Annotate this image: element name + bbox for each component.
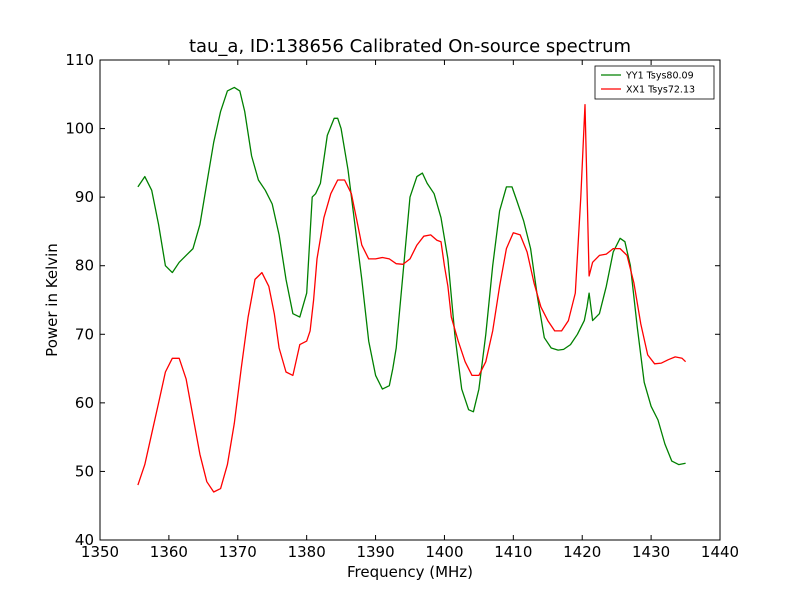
x-tick-label: 1360 <box>150 543 188 561</box>
series-line-yy1 <box>137 86 686 466</box>
x-tick-label: 1400 <box>425 543 463 561</box>
x-tick-label: 1380 <box>288 543 326 561</box>
y-axis-label: Power in Kelvin <box>43 243 61 357</box>
x-tick-label: 1420 <box>563 543 601 561</box>
x-tick-label: 1390 <box>356 543 394 561</box>
legend: YY1 Tsys80.09 XX1 Tsys72.13 <box>594 65 715 100</box>
plot-frame <box>99 59 721 541</box>
y-tick-label: 40 <box>75 531 94 549</box>
chart-title: tau_a, ID:138656 Calibrated On-source sp… <box>189 36 631 57</box>
legend-box <box>594 65 715 100</box>
y-tick-label: 70 <box>75 325 94 343</box>
y-tick-label: 80 <box>75 257 94 275</box>
x-tick-label: 1440 <box>701 543 739 561</box>
legend-entry: YY1 Tsys80.09 <box>625 71 694 82</box>
x-tick-label: 1410 <box>494 543 532 561</box>
legend-entry: XX1 Tsys72.13 <box>626 85 695 96</box>
x-tick-label: 1370 <box>219 543 257 561</box>
series-line-xx1 <box>137 103 687 493</box>
data-series <box>137 86 687 493</box>
x-tick-label: 1430 <box>632 543 670 561</box>
axis-ticks: 1350 1360 1370 1380 1390 1400 1410 1420 1430 1440… <box>65 51 739 561</box>
y-tick-label: 60 <box>75 394 94 412</box>
x-tick-label: 1350 <box>81 543 119 561</box>
y-tick-label: 50 <box>75 462 94 480</box>
y-tick-label: 90 <box>75 188 94 206</box>
y-tick-label: 100 <box>65 120 94 138</box>
x-axis-label: Frequency (MHz) <box>347 563 473 581</box>
y-tick-label: 110 <box>65 51 94 69</box>
